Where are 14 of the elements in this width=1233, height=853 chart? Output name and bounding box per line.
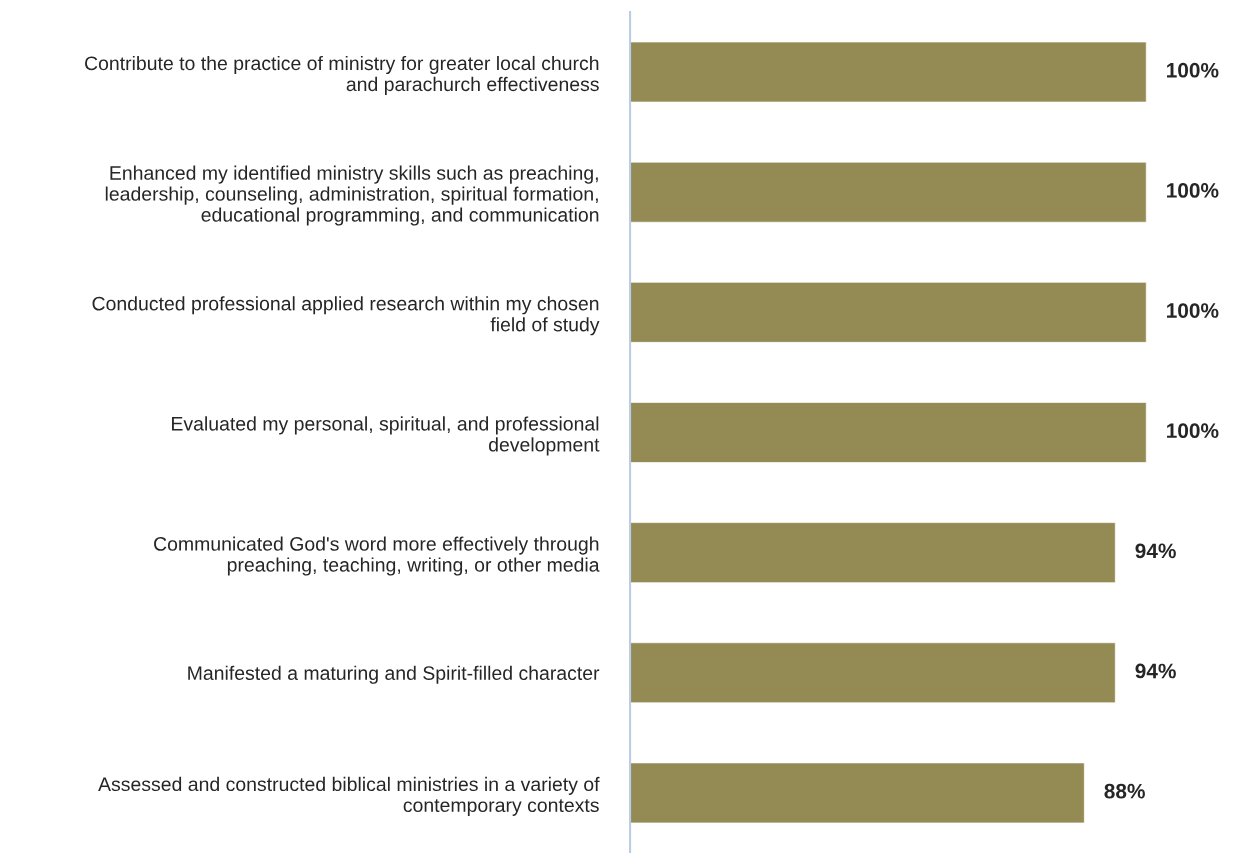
y-tick-label: Conducted professional applied research within my chosen field of study bbox=[92, 296, 600, 336]
data-label: 100% bbox=[1167, 183, 1219, 198]
y-tick-label: Manifested a maturing and Spirit-filled character bbox=[188, 665, 600, 684]
y-tick-label: Enhanced my identified ministry skills such as preaching, leadership, counseling, administration, spiritual formation, educational programming, and communication bbox=[105, 165, 599, 226]
data-label: 100% bbox=[1167, 62, 1219, 78]
y-tick-label: Communicated God's word more effectively through preaching, teaching, writing, or other media bbox=[154, 536, 600, 576]
data-label: 94% bbox=[1135, 543, 1176, 559]
data-label: 100% bbox=[1167, 423, 1219, 439]
y-tick-label: Assessed and constructed biblical ministries in a variety of contemporary contexts bbox=[98, 776, 600, 816]
data-label: 100% bbox=[1167, 303, 1219, 318]
y-tick-label: Evaluated my personal, spiritual, and professional development bbox=[172, 416, 600, 456]
y-tick-label: Contribute to the practice of ministry for greater local church and parachurch effectiveness bbox=[85, 55, 599, 95]
data-label: 94% bbox=[1135, 663, 1176, 679]
data-label: 88% bbox=[1104, 783, 1145, 799]
